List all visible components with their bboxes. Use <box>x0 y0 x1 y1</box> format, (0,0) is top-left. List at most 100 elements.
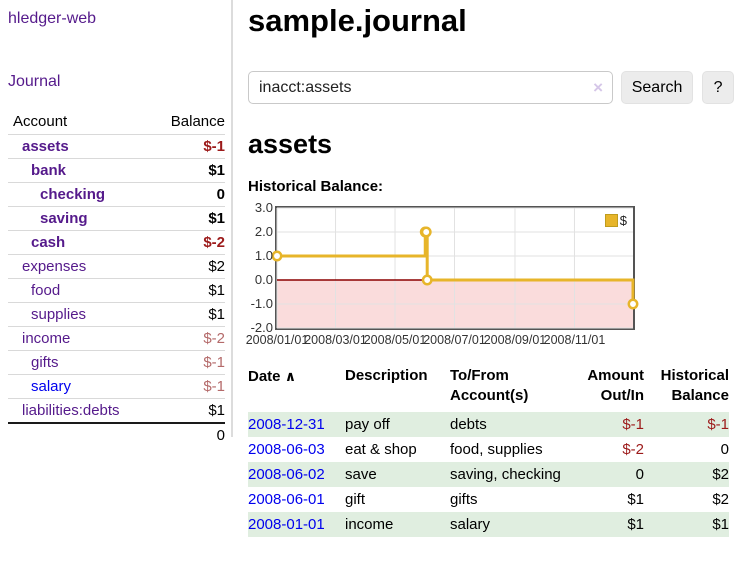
account-heading: assets <box>248 129 734 159</box>
transaction-accounts: food, supplies <box>450 437 579 462</box>
chart-title: Historical Balance: <box>248 179 734 194</box>
x-axis-tick-label: 2008/05/01 <box>361 333 429 347</box>
legend-label: $ <box>620 213 627 228</box>
sidebar-account-link[interactable]: bank <box>8 159 66 182</box>
transaction-amount: $1 <box>579 487 644 512</box>
transaction-description: eat & shop <box>345 437 450 462</box>
transaction-description: pay off <box>345 412 450 437</box>
account-tree-row: gifts $-1 <box>8 350 225 374</box>
data-point-marker <box>273 252 281 260</box>
transaction-description: gift <box>345 487 450 512</box>
transaction-accounts: salary <box>450 512 579 537</box>
account-tree-row: salary $-1 <box>8 374 225 398</box>
transaction-date-link[interactable]: 2008-06-02 <box>248 466 325 483</box>
transaction-balance: $1 <box>644 512 729 537</box>
data-point-marker <box>629 300 637 308</box>
account-balance: $1 <box>208 159 225 182</box>
sidebar-account-link[interactable]: liabilities:debts <box>8 399 120 422</box>
transaction-accounts: debts <box>450 412 579 437</box>
transaction-description: save <box>345 462 450 487</box>
account-tree-row: liabilities:debts $1 <box>8 398 225 422</box>
register-table: Date ∧ Description To/From Account(s) Am… <box>248 364 729 537</box>
transaction-date-link[interactable]: 2008-12-31 <box>248 416 325 433</box>
account-tree-row: bank $1 <box>8 158 225 182</box>
hledger-web-page: hledger-web Journal Account Balance asse… <box>0 0 742 582</box>
clear-search-icon[interactable]: × <box>593 78 603 97</box>
account-tree-row: income $-2 <box>8 326 225 350</box>
transaction-balance: $-1 <box>644 412 729 437</box>
account-balance: $2 <box>208 255 225 278</box>
column-header-date[interactable]: Date ∧ <box>248 364 345 412</box>
x-axis-tick-label: 2008/09/01 <box>481 333 549 347</box>
transaction-date-link[interactable]: 2008-06-01 <box>248 491 325 508</box>
transaction-date-link[interactable]: 2008-06-03 <box>248 441 325 458</box>
chart-plot-area: $ <box>275 206 635 330</box>
sidebar-account-link[interactable]: food <box>8 279 60 302</box>
sidebar-account-link[interactable]: saving <box>8 207 88 230</box>
account-column-header: Account <box>13 110 67 133</box>
balance-chart: $ 3.02.01.00.0-1.0-2.02008/01/012008/03/… <box>248 201 734 348</box>
sidebar-account-link[interactable]: gifts <box>8 351 59 374</box>
sort-ascending-icon: ∧ <box>285 368 296 384</box>
account-balance: $1 <box>208 207 225 230</box>
account-tree-row: saving $1 <box>8 206 225 230</box>
sidebar-item-journal[interactable]: Journal <box>8 73 60 91</box>
account-balance: $1 <box>208 399 225 422</box>
y-axis-tick-label: 2.0 <box>248 225 273 239</box>
transaction-amount: $1 <box>579 512 644 537</box>
page-title: sample.journal <box>248 2 734 40</box>
help-button[interactable]: ? <box>702 71 734 104</box>
transaction-description: income <box>345 512 450 537</box>
account-tree: Account Balance assets$-1bank$1checking0… <box>8 110 225 447</box>
search-form: × Search ? <box>248 71 734 104</box>
register-row: 2008-01-01incomesalary$1$1 <box>248 512 729 537</box>
y-axis-tick-label: 1.0 <box>248 249 273 263</box>
transaction-accounts: gifts <box>450 487 579 512</box>
account-tree-row: supplies$1 <box>8 302 225 326</box>
account-balance: $-2 <box>203 327 225 350</box>
search-button[interactable]: Search <box>621 71 693 104</box>
transaction-amount: $-1 <box>579 412 644 437</box>
y-axis-tick-label: 0.0 <box>248 273 273 287</box>
data-point-marker <box>423 276 431 284</box>
column-header-amount: Amount Out/In <box>579 364 644 412</box>
legend-swatch-icon <box>605 214 618 227</box>
sidebar-account-link[interactable]: income <box>8 327 70 350</box>
sidebar-account-link[interactable]: salary <box>8 375 71 398</box>
main-content: sample.journal × Search ? assets Histori… <box>248 0 734 537</box>
account-tree-total-row: 0 <box>8 422 225 447</box>
x-axis-tick-label: 2008/03/01 <box>302 333 370 347</box>
column-header-accounts: To/From Account(s) <box>450 364 579 412</box>
balance-column-header: Balance <box>171 110 225 133</box>
y-axis-tick-label: 3.0 <box>248 201 273 215</box>
x-axis-tick-label: 2008/07/01 <box>421 333 489 347</box>
date-header-label: Date <box>248 368 281 385</box>
account-tree-body: assets$-1bank$1checking0saving$1cash$-2e… <box>8 134 225 422</box>
search-box: × <box>248 71 613 104</box>
sidebar-account-link[interactable]: checking <box>8 183 105 206</box>
sidebar-account-link[interactable]: assets <box>8 135 69 158</box>
account-balance: $-1 <box>203 351 225 374</box>
account-tree-row: expenses $2 <box>8 254 225 278</box>
sidebar-account-link[interactable]: expenses <box>8 255 86 278</box>
account-balance: 0 <box>217 183 225 206</box>
x-axis-tick-label: 2008/11/01 <box>540 333 608 347</box>
transaction-date-link[interactable]: 2008-01-01 <box>248 516 325 533</box>
app-brand-link[interactable]: hledger-web <box>8 10 96 28</box>
search-input[interactable] <box>248 71 613 104</box>
account-tree-row: assets$-1 <box>8 134 225 158</box>
data-point-marker <box>422 228 430 236</box>
balance-chart-svg <box>277 208 633 328</box>
column-header-balance: Historical Balance <box>644 364 729 412</box>
sidebar: hledger-web Journal Account Balance asse… <box>0 0 233 437</box>
account-tree-row: food$1 <box>8 278 225 302</box>
register-row: 2008-06-03eat & shopfood, supplies$-20 <box>248 437 729 462</box>
sidebar-account-link[interactable]: supplies <box>8 303 86 326</box>
y-axis-tick-label: -1.0 <box>248 297 273 311</box>
account-tree-row: checking 0 <box>8 182 225 206</box>
transaction-balance: $2 <box>644 462 729 487</box>
sidebar-account-link[interactable]: cash <box>8 231 65 254</box>
transaction-amount: $-2 <box>579 437 644 462</box>
transaction-balance: $2 <box>644 487 729 512</box>
account-balance: $-1 <box>203 375 225 398</box>
